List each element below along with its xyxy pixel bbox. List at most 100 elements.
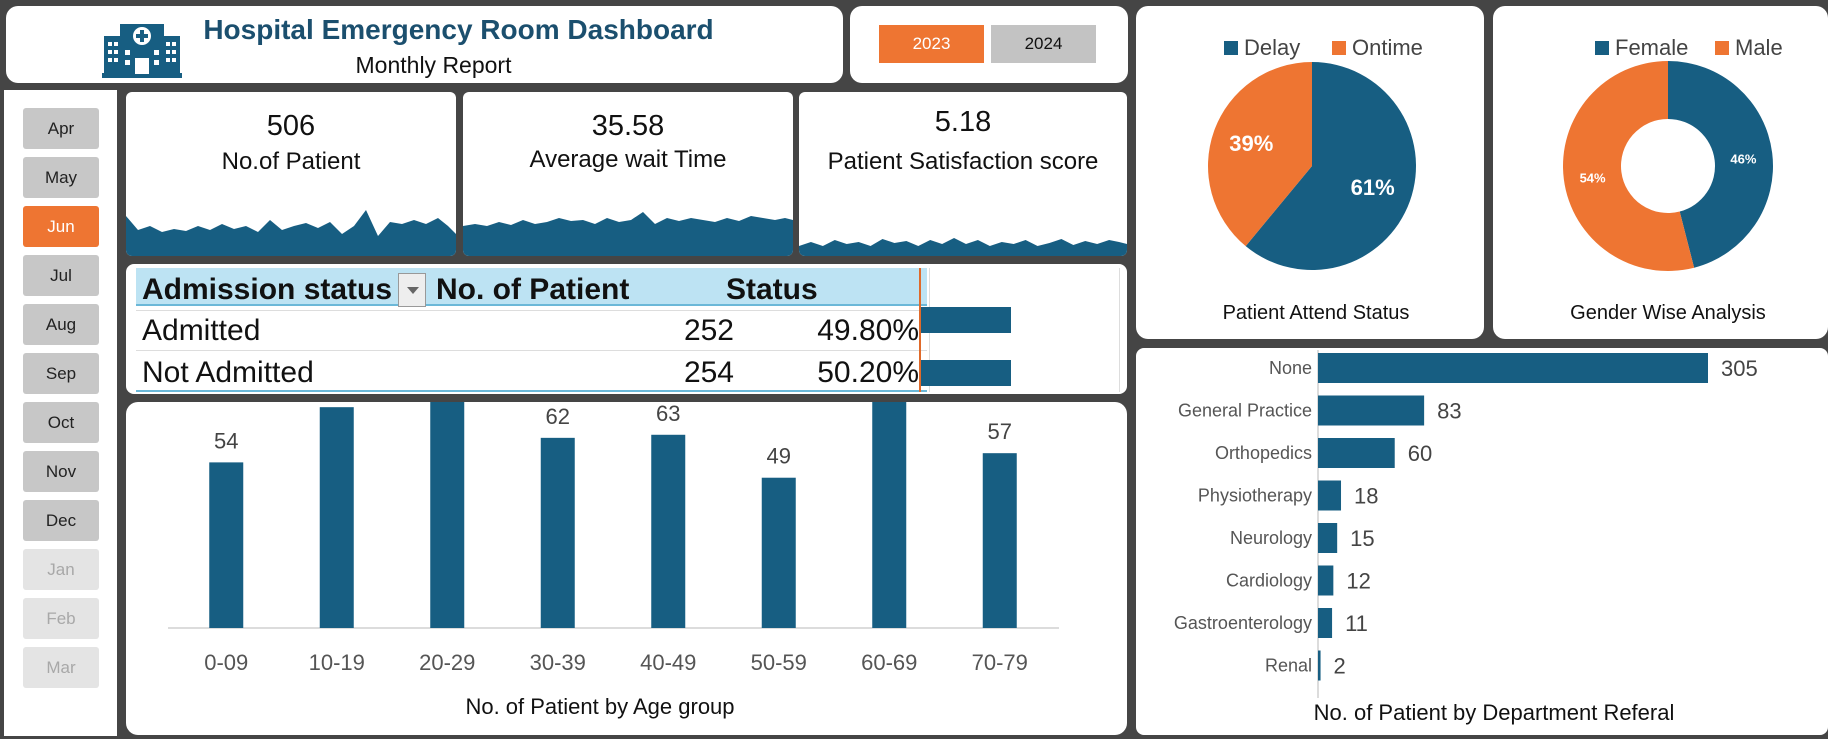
kpi-card-patients: 506 No.of Patient bbox=[126, 92, 456, 256]
table-header-row bbox=[136, 268, 927, 306]
tick-label: 0-09 bbox=[204, 650, 248, 675]
filter-dropdown-button[interactable] bbox=[398, 273, 426, 307]
kpi-label: Patient Satisfaction score bbox=[827, 148, 1099, 175]
slice-label: 54% bbox=[1580, 171, 1606, 186]
kpi-value: 35.58 bbox=[591, 110, 665, 142]
bar bbox=[982, 453, 1017, 628]
department-referral-bar-chart: None 305 General Practice 83 Orthopedics 60 Ph… bbox=[1174, 350, 1758, 725]
chevron-down-icon bbox=[407, 287, 419, 294]
year-slicer: 2023 2024 bbox=[850, 6, 1128, 83]
tick-label: 40-49 bbox=[640, 650, 696, 675]
dashboard-header: Hospital Emergency Room Dashboard Monthl… bbox=[6, 6, 843, 83]
tick-label: Neurology bbox=[1230, 528, 1312, 548]
tick-label: None bbox=[1269, 358, 1312, 378]
attend-status-panel: Delay Ontime 61% 39% Patient Attend Status bbox=[1136, 6, 1484, 339]
month-button-may[interactable]: May bbox=[23, 157, 99, 198]
month-button-jul[interactable]: Jul bbox=[23, 255, 99, 296]
month-button-mar[interactable]: Mar bbox=[23, 647, 99, 688]
data-label: 54 bbox=[214, 428, 238, 453]
hospital-icon bbox=[102, 24, 182, 78]
bar bbox=[651, 434, 686, 628]
month-button-dec[interactable]: Dec bbox=[23, 500, 99, 541]
slice-label: 39% bbox=[1229, 131, 1273, 156]
data-label: 18 bbox=[1354, 484, 1378, 509]
data-bar-not-admitted bbox=[921, 360, 1012, 386]
month-button-jun[interactable]: Jun bbox=[23, 206, 99, 247]
cell-status-not-admitted: Not Admitted bbox=[142, 356, 314, 389]
bar bbox=[1318, 480, 1342, 511]
slice-label: 46% bbox=[1730, 151, 1756, 166]
legend-swatch bbox=[1224, 41, 1238, 55]
tick-label: Physiotherapy bbox=[1198, 486, 1312, 506]
tick-label: 30-39 bbox=[530, 650, 586, 675]
tick-label: Orthopedics bbox=[1215, 443, 1312, 463]
sparkline bbox=[126, 210, 456, 256]
month-button-oct[interactable]: Oct bbox=[23, 402, 99, 443]
cell-pct-admitted: 49.80% bbox=[817, 314, 919, 347]
month-button-sep[interactable]: Sep bbox=[23, 353, 99, 394]
year-button-2023[interactable]: 2023 bbox=[879, 25, 984, 63]
tick-label: Cardiology bbox=[1226, 571, 1312, 591]
cell-pct-not-admitted: 50.20% bbox=[817, 356, 919, 389]
data-label: 11 bbox=[1345, 611, 1368, 636]
data-label: 57 bbox=[988, 419, 1012, 444]
tick-label: General Practice bbox=[1178, 401, 1312, 421]
legend-label: Female bbox=[1615, 35, 1688, 60]
kpi-label: Average wait Time bbox=[529, 146, 727, 173]
tick-label: 60-69 bbox=[861, 650, 917, 675]
bar bbox=[1318, 650, 1321, 681]
tick-label: 20-29 bbox=[419, 650, 475, 675]
data-label: 2 bbox=[1334, 654, 1346, 679]
tick-label: 10-19 bbox=[309, 650, 365, 675]
gender-analysis-panel: Female Male 46% 54% Gender Wise Analysis bbox=[1493, 6, 1828, 339]
legend-label: Male bbox=[1735, 35, 1783, 60]
kpi-label: No.of Patient bbox=[221, 148, 361, 175]
month-button-jan[interactable]: Jan bbox=[23, 549, 99, 590]
page-subtitle: Monthly Report bbox=[355, 52, 512, 78]
tick-label: 50-59 bbox=[751, 650, 807, 675]
age-group-bar-chart: 540-097210-197520-296230-396340-494950-5… bbox=[168, 402, 1059, 719]
month-button-aug[interactable]: Aug bbox=[23, 304, 99, 345]
legend-swatch bbox=[1332, 41, 1346, 55]
bar bbox=[872, 402, 907, 628]
column-header-patients: No. of Patient bbox=[436, 273, 630, 306]
sparkline bbox=[463, 212, 793, 256]
bar bbox=[761, 477, 796, 628]
chart-title: Patient Attend Status bbox=[1223, 302, 1410, 324]
legend-swatch bbox=[1595, 41, 1609, 55]
data-label: 15 bbox=[1350, 526, 1374, 551]
pie-slice bbox=[1563, 61, 1695, 271]
month-button-nov[interactable]: Nov bbox=[23, 451, 99, 492]
month-button-feb[interactable]: Feb bbox=[23, 598, 99, 639]
slice-label: 61% bbox=[1351, 175, 1395, 200]
data-label: 49 bbox=[767, 444, 791, 469]
bar bbox=[319, 407, 354, 628]
month-slicer: Apr May Jun Jul Aug Sep Oct Nov Dec Jan … bbox=[4, 90, 117, 736]
year-button-2024[interactable]: 2024 bbox=[991, 25, 1096, 63]
bar bbox=[1318, 438, 1395, 468]
admission-status-table: Admission status No. of Patient Status A… bbox=[126, 264, 1127, 394]
data-label: 62 bbox=[546, 404, 570, 429]
data-label: 12 bbox=[1346, 569, 1370, 594]
kpi-card-wait-time: 35.58 Average wait Time bbox=[463, 92, 793, 256]
age-group-chart-panel: 540-097210-197520-296230-396340-494950-5… bbox=[126, 402, 1127, 735]
tick-label: 70-79 bbox=[972, 650, 1028, 675]
data-label: 63 bbox=[656, 402, 680, 426]
page-title: Hospital Emergency Room Dashboard bbox=[203, 14, 714, 45]
chart-title: No. of Patient by Department Referal bbox=[1314, 700, 1675, 725]
tick-label: Gastroenterology bbox=[1174, 613, 1312, 633]
cell-count-admitted: 252 bbox=[683, 314, 734, 347]
bar bbox=[1318, 608, 1333, 638]
bar bbox=[540, 437, 575, 628]
legend-label: Delay bbox=[1244, 35, 1300, 60]
data-bar-admitted bbox=[921, 307, 1011, 333]
bar bbox=[1318, 395, 1425, 426]
chart-title: Gender Wise Analysis bbox=[1570, 302, 1766, 324]
gender-donut-chart: Female Male 46% 54% Gender Wise Analysis bbox=[1563, 35, 1783, 324]
pie-slice bbox=[1668, 61, 1773, 268]
chart-title: No. of Patient by Age group bbox=[465, 694, 734, 719]
kpi-value: 5.18 bbox=[934, 106, 992, 138]
month-button-apr[interactable]: Apr bbox=[23, 108, 99, 149]
legend-label: Ontime bbox=[1352, 35, 1423, 60]
cell-status-admitted: Admitted bbox=[142, 314, 261, 347]
